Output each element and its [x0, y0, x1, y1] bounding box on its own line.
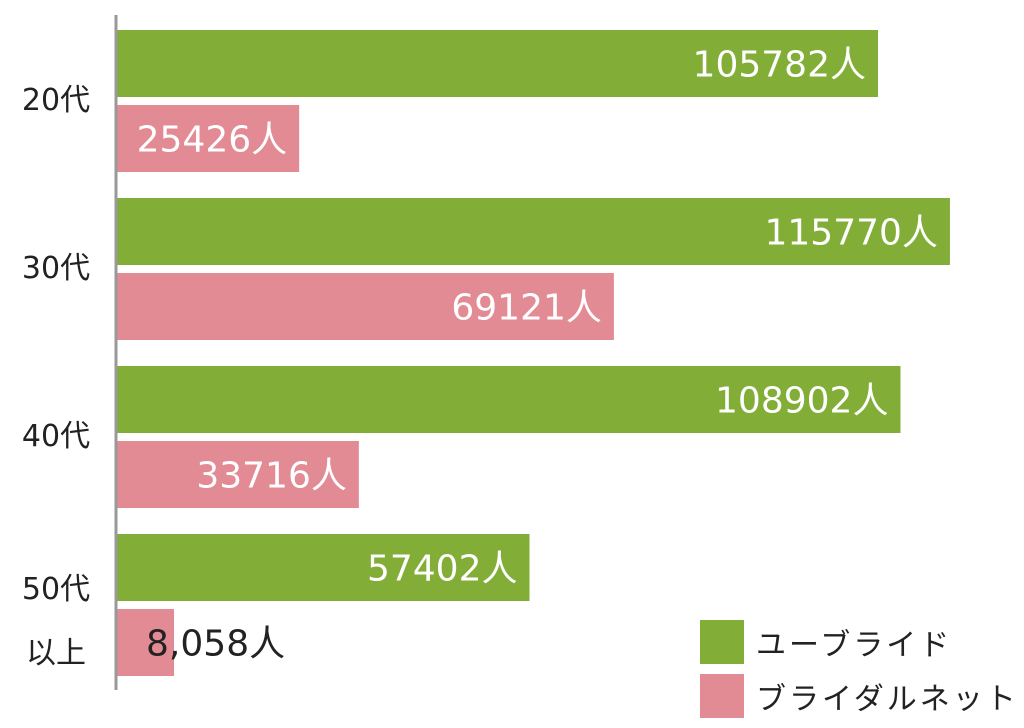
bar-bridalnet-1 [116, 273, 614, 340]
category-label-line: 40代 [21, 419, 91, 454]
bar-yubride-2 [116, 366, 901, 433]
bar-yubride-1 [116, 198, 950, 265]
bar-value-label-yubride-3: 57402人 [367, 549, 518, 590]
bar-bridalnet-3 [116, 609, 175, 676]
bar-bridalnet-2 [116, 441, 359, 508]
category-label-line: 20代 [21, 83, 91, 118]
bar-value-label-bridalnet-1: 69121人 [451, 288, 602, 329]
bar-value-label-yubride-0: 105782人 [693, 45, 866, 86]
bar-value-label-bridalnet-3: 8,058人 [146, 624, 285, 665]
legend-swatch-bridalnet [700, 674, 744, 718]
category-label-1: 30代 [0, 250, 112, 288]
bar-value-label-bridalnet-2: 33716人 [196, 456, 347, 497]
category-label-line: 以上 [26, 636, 86, 671]
category-label-0: 20代 [0, 82, 112, 120]
bar-value-label-bridalnet-0: 25426人 [137, 120, 288, 161]
bar-bridalnet-0 [116, 105, 300, 172]
category-label-line: 30代 [21, 251, 91, 286]
legend-swatch-yubride [700, 620, 744, 664]
legend-label-bridalnet: ブライダルネット [756, 682, 1019, 717]
legend: ユーブライド ブライダルネット [700, 620, 1019, 728]
bar-value-label-yubride-1: 115770人 [764, 213, 937, 254]
category-label-line: 50代 [21, 572, 91, 607]
legend-item-bridalnet: ブライダルネット [700, 674, 1019, 718]
bar-value-label-yubride-2: 108902人 [715, 381, 888, 422]
legend-label-yubride: ユーブライド [756, 628, 953, 663]
legend-item-yubride: ユーブライド [700, 620, 1019, 664]
bar-yubride-3 [116, 534, 530, 601]
category-label-3: 50代以上 [0, 571, 112, 673]
category-label-2: 40代 [0, 418, 112, 456]
bar-yubride-0 [116, 30, 878, 97]
